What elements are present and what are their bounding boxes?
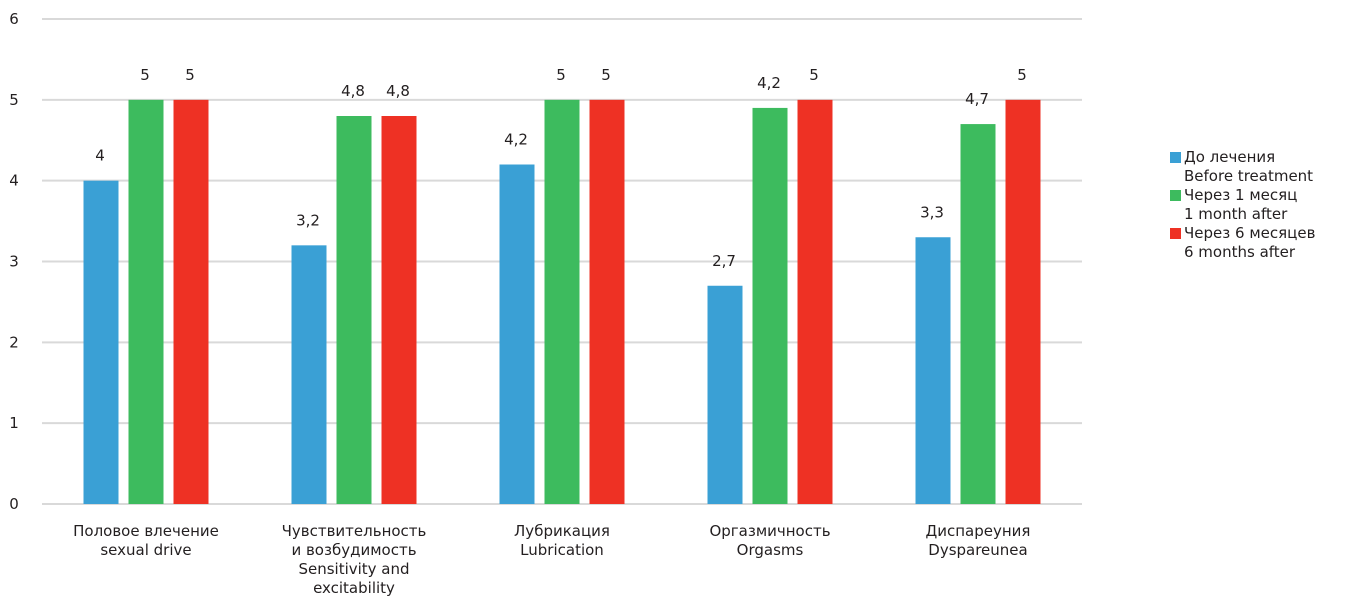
x-category-label: Чувствительность и возбудимость Sensitivit… (282, 522, 427, 597)
legend-swatch (1170, 228, 1181, 239)
bar (381, 116, 417, 504)
x-category-label-line: sexual drive (100, 541, 191, 559)
data-label: 5 (1017, 66, 1027, 84)
data-label: 2,7 (712, 252, 736, 270)
legend-label-line: 6 months after (1184, 243, 1296, 261)
bar (1005, 99, 1041, 504)
legend-label-line: Через 6 месяцев (1184, 224, 1316, 242)
legend-label: Через 6 месяцев 6 months after (1184, 224, 1315, 262)
y-tick-label: 2 (9, 333, 19, 351)
legend-item: Через 6 месяцев 6 months after (1170, 224, 1315, 262)
legend-label: До лечения Before treatment (1184, 148, 1313, 186)
bar (797, 99, 833, 504)
data-label: 3,2 (296, 211, 320, 229)
x-category-label-line: Лубрикация (514, 522, 610, 540)
x-category-label: Оргазмичность Orgasms (709, 522, 830, 559)
bars (83, 99, 1041, 505)
bar (336, 116, 372, 504)
y-tick-label: 0 (9, 495, 19, 513)
y-tick-label: 1 (9, 414, 19, 432)
legend-label-line: Before treatment (1184, 167, 1314, 185)
legend-item: Через 1 месяц 1 month after (1170, 186, 1315, 224)
x-category-label-line: Половое влечение (73, 522, 219, 540)
bar (589, 99, 625, 504)
data-labels: 4 5 5 3,2 4,8 4,8 4,2 5 5 2,7 4,2 5 3,3 4,7 5 (95, 66, 1027, 270)
bar (83, 180, 119, 504)
data-label: 4,7 (965, 90, 989, 108)
x-category-label-line: Чувствительность (282, 522, 427, 540)
data-label: 3,3 (920, 203, 944, 221)
data-label: 5 (601, 66, 611, 84)
bar (291, 245, 327, 505)
legend: До лечения Before treatment Через 1 месяц 1… (1170, 148, 1315, 262)
y-axis-ticks: 0 1 2 3 4 5 6 (9, 10, 19, 513)
y-tick-label: 3 (9, 253, 19, 271)
data-label: 5 (185, 66, 195, 84)
bar (960, 124, 996, 504)
legend-item: До лечения Before treatment (1170, 148, 1315, 186)
bar (915, 237, 951, 504)
y-tick-label: 4 (9, 172, 19, 190)
bar (128, 99, 164, 504)
data-label: 4,2 (757, 74, 781, 92)
legend-label: Через 1 месяц 1 month after (1184, 186, 1297, 224)
x-category-label: Половое влечение sexual drive (73, 522, 219, 559)
x-category-label-line: Orgasms (737, 541, 804, 559)
data-label: 5 (556, 66, 566, 84)
x-category-label-line: excitability (313, 579, 395, 597)
data-label: 4,2 (504, 131, 528, 149)
y-tick-label: 6 (9, 10, 19, 28)
legend-label-line: Через 1 месяц (1184, 186, 1298, 204)
x-category-label-line: Sensitivity and (298, 560, 409, 578)
data-label: 4 (95, 147, 105, 165)
x-category-label-line: Dyspareunea (928, 541, 1027, 559)
legend-swatch (1170, 190, 1181, 201)
legend-label-line: До лечения (1184, 148, 1276, 166)
legend-swatch (1170, 152, 1181, 163)
bar (544, 99, 580, 504)
x-category-label: Диспареуния Dyspareunea (926, 522, 1031, 559)
x-category-label-line: Диспареуния (926, 522, 1031, 540)
x-category-label-line: и возбудимость (291, 541, 416, 559)
x-axis-labels: Половое влечение sexual drive Чувствительн… (73, 522, 1030, 597)
bar (499, 164, 535, 504)
x-category-label-line: Оргазмичность (709, 522, 830, 540)
bar (752, 107, 788, 505)
y-tick-label: 5 (9, 91, 19, 109)
x-category-label-line: Lubrication (520, 541, 604, 559)
data-label: 4,8 (386, 82, 410, 100)
bar (707, 285, 743, 504)
x-category-label: Лубрикация Lubrication (514, 522, 610, 559)
data-label: 4,8 (341, 82, 365, 100)
bar (173, 99, 209, 504)
data-label: 5 (809, 66, 819, 84)
data-label: 5 (140, 66, 150, 84)
legend-label-line: 1 month after (1184, 205, 1288, 223)
